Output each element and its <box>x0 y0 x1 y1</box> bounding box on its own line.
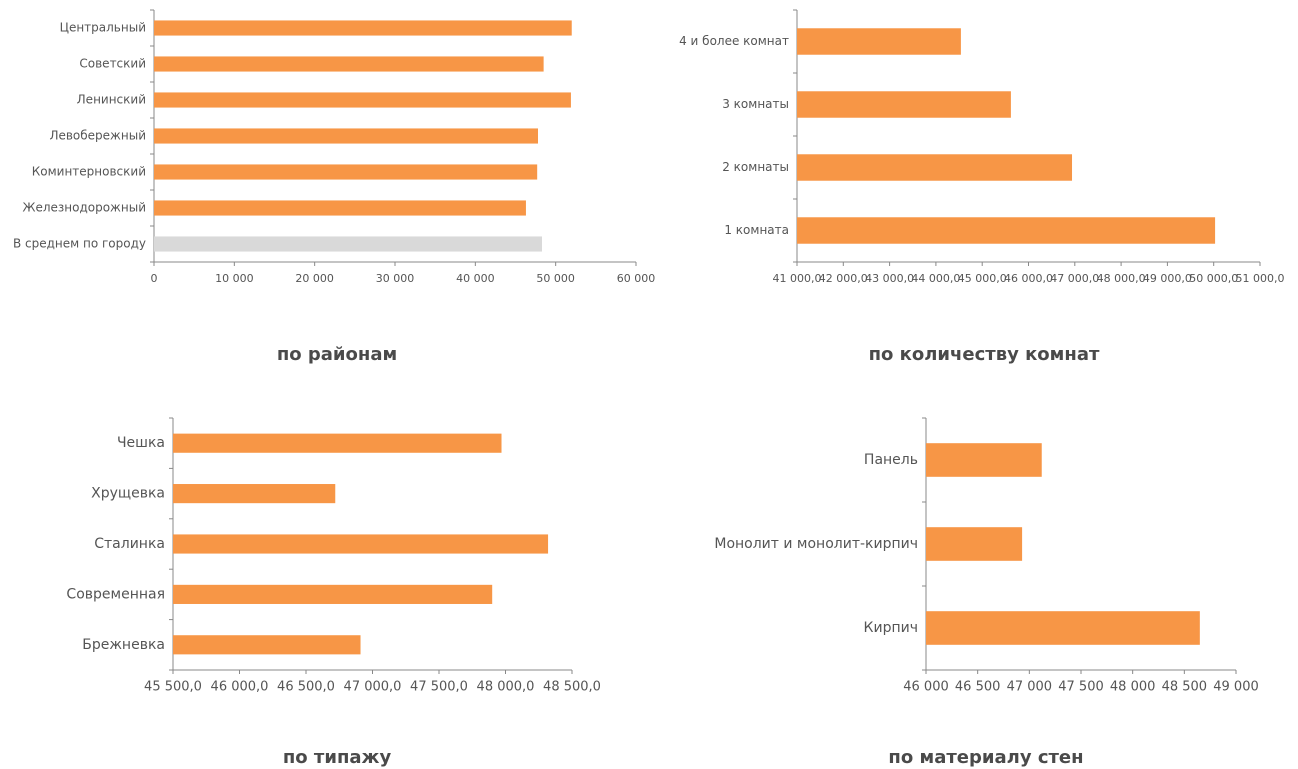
category-label: Центральный <box>60 21 146 35</box>
bar <box>926 611 1200 645</box>
x-tick-label: 30 000 <box>376 272 415 285</box>
x-tick-label: 46 500 <box>955 680 1001 695</box>
x-tick-label: 48 000,0 <box>1097 272 1146 285</box>
x-tick-label: 44 000,0 <box>911 272 960 285</box>
x-tick-label: 49 000 <box>1213 680 1259 695</box>
bar <box>797 154 1073 181</box>
bar <box>173 635 361 655</box>
bar <box>797 28 961 55</box>
bar <box>154 92 571 108</box>
category-label: Левобережный <box>49 129 146 143</box>
category-label: Панель <box>864 452 918 468</box>
category-label: Хрущевка <box>91 486 165 502</box>
x-tick-label: 20 000 <box>295 272 334 285</box>
chart-title: по количеству комнат <box>869 344 1100 365</box>
bar <box>173 584 493 604</box>
bar <box>154 128 538 144</box>
category-label: 4 и более комнат <box>679 34 789 48</box>
x-tick-label: 46 500,0 <box>277 680 335 695</box>
category-label: В среднем по городу <box>13 237 146 251</box>
chart-title: по типажу <box>283 747 392 768</box>
x-tick-label: 60 000 <box>617 272 656 285</box>
x-tick-label: 47 500,0 <box>410 680 468 695</box>
x-tick-label: 48 000,0 <box>477 680 535 695</box>
bar <box>154 20 572 36</box>
category-label: Кирпич <box>864 620 918 636</box>
x-tick-label: 48 500 <box>1162 680 1208 695</box>
category-label: Ленинский <box>77 93 146 107</box>
x-tick-label: 46 000,0 <box>1004 272 1053 285</box>
x-tick-label: 46 000,0 <box>211 680 269 695</box>
x-tick-label: 50 000 <box>536 272 575 285</box>
category-label: Коминтерновский <box>32 165 146 179</box>
category-label: 3 комнаты <box>722 97 789 111</box>
category-label: 1 комната <box>724 223 789 237</box>
x-tick-label: 45 500,0 <box>144 680 202 695</box>
category-label: Железнодорожный <box>23 201 146 215</box>
bar <box>154 200 526 216</box>
bar <box>154 164 538 180</box>
category-label: Брежневка <box>82 637 165 653</box>
x-tick-label: 50 000,0 <box>1189 272 1238 285</box>
x-tick-label: 40 000 <box>456 272 495 285</box>
bar <box>173 433 502 453</box>
x-tick-label: 0 <box>151 272 158 285</box>
bar <box>926 527 1023 561</box>
category-label: Монолит и монолит-кирпич <box>714 536 918 552</box>
bar <box>173 484 336 504</box>
x-tick-label: 46 000 <box>903 680 949 695</box>
x-tick-label: 48 500,0 <box>543 680 601 695</box>
x-tick-label: 49 000,0 <box>1143 272 1192 285</box>
bar <box>797 217 1216 244</box>
x-tick-label: 47 000,0 <box>1050 272 1099 285</box>
bar <box>797 91 1011 118</box>
category-label: 2 комнаты <box>722 160 789 174</box>
category-label: Современная <box>66 586 165 602</box>
bar <box>173 534 549 554</box>
category-label: Советский <box>79 57 146 71</box>
x-tick-label: 10 000 <box>215 272 254 285</box>
x-tick-label: 51 000,0 <box>1236 272 1285 285</box>
category-label: Чешка <box>117 435 165 451</box>
category-label: Сталинка <box>94 536 165 552</box>
x-tick-label: 48 000 <box>1110 680 1156 695</box>
chart-title: по материалу стен <box>888 747 1083 768</box>
bar <box>926 443 1042 477</box>
chart-title: по районам <box>277 344 397 365</box>
x-tick-label: 47 000 <box>1007 680 1053 695</box>
bar <box>154 56 544 72</box>
x-tick-label: 45 000,0 <box>958 272 1007 285</box>
x-tick-label: 47 000,0 <box>344 680 402 695</box>
bar <box>154 236 543 252</box>
x-tick-label: 41 000,0 <box>773 272 822 285</box>
x-tick-label: 43 000,0 <box>865 272 914 285</box>
x-tick-label: 47 500 <box>1058 680 1104 695</box>
x-tick-label: 42 000,0 <box>819 272 868 285</box>
